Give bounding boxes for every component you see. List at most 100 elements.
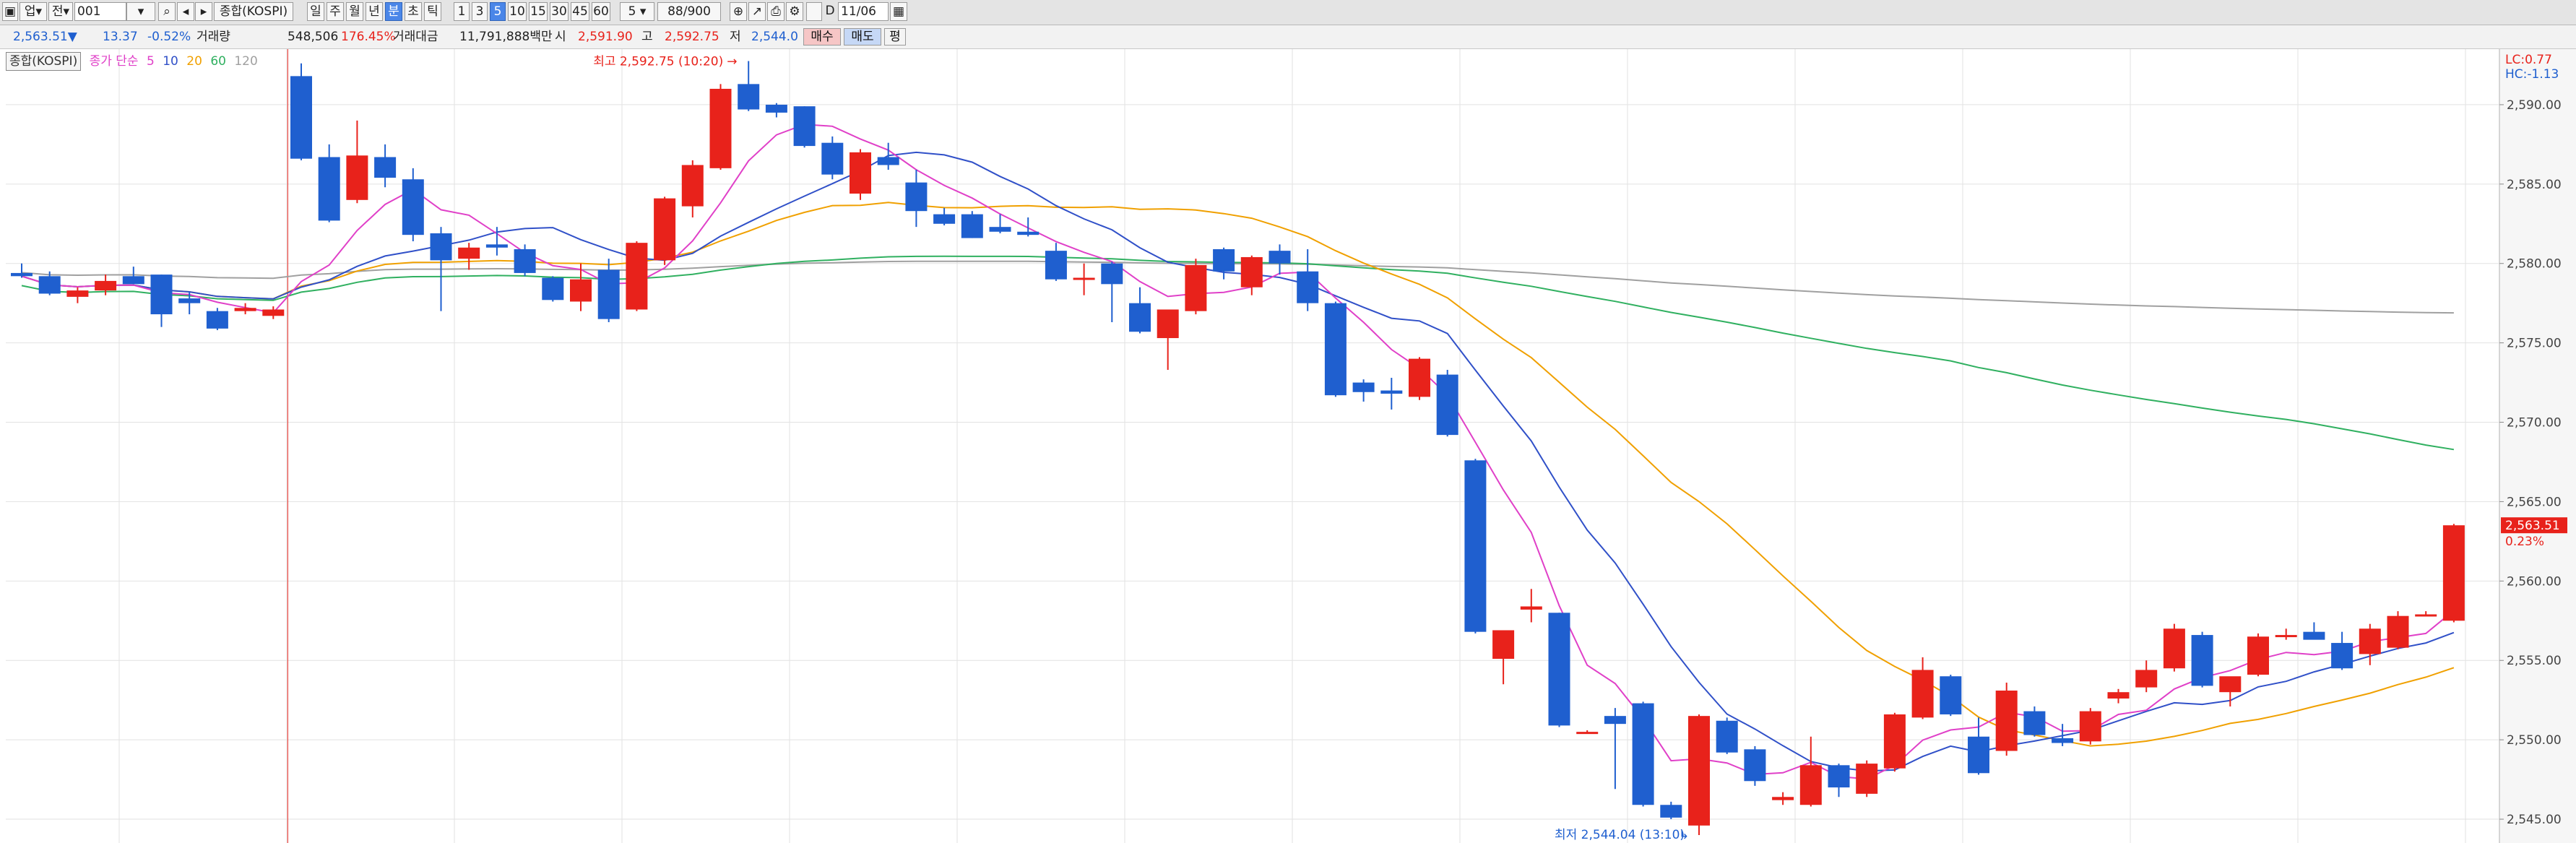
date-checkbox[interactable]	[806, 2, 822, 21]
market-select[interactable]: 업▾	[20, 2, 47, 21]
volume-percent: 176.45%	[341, 30, 396, 44]
candle-down	[1129, 303, 1151, 332]
y-tick-label: 2,555.00	[2507, 654, 2562, 668]
ma5-line	[21, 124, 2455, 780]
candle-down	[1464, 460, 1487, 632]
legend-ma5: 5	[146, 54, 155, 69]
tab-period-week[interactable]: 주	[327, 2, 344, 21]
candle-down	[122, 276, 144, 285]
layout-icon[interactable]: ▣	[2, 2, 18, 21]
candle-up	[1073, 277, 1095, 280]
code-dropdown[interactable]: ▾	[126, 2, 155, 21]
current-price: 2,563.51▼	[13, 28, 77, 46]
interval-10-button[interactable]: 10	[508, 2, 527, 21]
index-name: 종합(KOSPI)	[214, 2, 293, 21]
candle-up	[458, 247, 480, 259]
open-label: 시	[555, 30, 566, 44]
prev-button[interactable]: 전▾	[48, 2, 73, 21]
candle-up	[2275, 635, 2297, 638]
candle-down	[150, 274, 173, 315]
last-pct-label: 0.23%	[2505, 535, 2544, 549]
interval-5-button[interactable]: 5	[490, 2, 506, 21]
volume-label: 거래량	[196, 30, 230, 44]
eval-button[interactable]: 평	[884, 28, 906, 46]
interval-select[interactable]: 5 ▾	[620, 2, 654, 21]
print-icon[interactable]: ⎙	[767, 2, 785, 21]
candle-down	[1968, 736, 1989, 774]
candle-down	[2052, 738, 2074, 743]
candle-up	[2415, 614, 2437, 617]
legend-ma-label: 종가 단순	[89, 54, 139, 69]
interval-45-button[interactable]: 45	[571, 2, 589, 21]
candle-up	[850, 152, 871, 194]
interval-15-button[interactable]: 15	[529, 2, 548, 21]
buy-button[interactable]: 매수	[803, 28, 841, 46]
y-tick-label: 2,585.00	[2507, 178, 2562, 192]
interval-1-button[interactable]: 1	[454, 2, 470, 21]
prev-label: 전	[51, 4, 64, 19]
speaker-icon[interactable]: ◂	[177, 2, 194, 21]
candle-down	[2331, 643, 2354, 669]
candle-down	[2303, 631, 2325, 640]
y-tick-label: 2,590.00	[2507, 98, 2562, 113]
candle-down	[1828, 765, 1850, 788]
search-icon[interactable]: ⌕	[158, 2, 176, 21]
tab-period-tick[interactable]: 틱	[424, 2, 441, 21]
candle-down	[1604, 716, 1626, 725]
candle-down	[961, 214, 983, 238]
hc-label: HC:-1.13	[2505, 67, 2559, 82]
candle-up	[2107, 692, 2130, 699]
max-annotation: 최고 2,592.75 (10:20)	[593, 54, 723, 69]
candle-down	[290, 76, 312, 159]
candle-down	[318, 157, 340, 221]
date-input[interactable]: 11/06	[838, 2, 889, 21]
lc-label: LC:0.77	[2505, 53, 2552, 67]
sell-button[interactable]: 매도	[844, 28, 881, 46]
code-input[interactable]: 001	[74, 2, 126, 21]
interval-60-button[interactable]: 60	[592, 2, 610, 21]
change-percent: -0.52%	[147, 30, 191, 44]
candle-down	[206, 311, 228, 329]
candle-down	[374, 157, 397, 178]
candle-up	[2442, 525, 2465, 621]
code-value: 001	[77, 4, 101, 19]
tab-period-day[interactable]: 일	[307, 2, 324, 21]
legend-ma20: 20	[186, 54, 202, 69]
candle-up	[234, 308, 256, 311]
candle-down	[1268, 251, 1291, 264]
change-value: 13.37	[103, 30, 138, 44]
candlestick-chart[interactable]: 2,590.00 2,585.00 2,580.00 2,575.00 2,570.00…	[0, 49, 2576, 843]
candle-down	[485, 244, 508, 248]
candle-down	[1352, 382, 1375, 392]
tab-period-minute[interactable]: 분	[385, 2, 402, 21]
candle-down	[2023, 711, 2046, 735]
candle-down	[1324, 303, 1347, 396]
settings-icon[interactable]: ⚙	[786, 2, 803, 21]
candle-up	[1492, 630, 1515, 660]
tab-period-second[interactable]: 초	[405, 2, 422, 21]
candle-down	[38, 276, 61, 294]
interval-3-button[interactable]: 3	[472, 2, 488, 21]
candle-up	[66, 290, 89, 297]
zoom-icon[interactable]: ⊕	[730, 2, 747, 21]
volume-value: 548,506	[288, 30, 339, 44]
candle-down	[1660, 805, 1682, 818]
candle-down	[905, 182, 928, 212]
candle-down	[989, 227, 1011, 232]
candle-down	[178, 298, 201, 303]
candle-up	[1856, 764, 1878, 794]
next-arrow-icon[interactable]: ▸	[195, 2, 212, 21]
candle-up	[1995, 690, 2018, 751]
calendar-icon[interactable]: ▦	[890, 2, 907, 21]
amount-value: 11,791,888백만	[459, 30, 553, 44]
candle-up	[2387, 615, 2409, 648]
candle-up	[1520, 606, 1542, 610]
y-tick-label: 2,545.00	[2507, 813, 2562, 827]
tab-period-year[interactable]: 년	[366, 2, 383, 21]
legend-index: 종합(KOSPI)	[6, 52, 82, 71]
tab-period-month[interactable]: 월	[346, 2, 363, 21]
candle-down	[1744, 749, 1766, 782]
interval-30-button[interactable]: 30	[550, 2, 569, 21]
max-arrow-icon: →	[727, 54, 737, 69]
trend-icon[interactable]: ↗	[748, 2, 766, 21]
